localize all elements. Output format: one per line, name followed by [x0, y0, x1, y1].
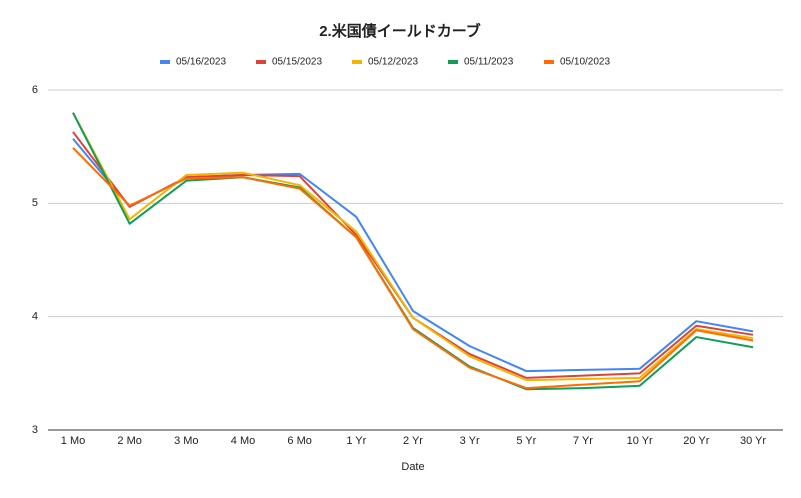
x-tick-label: 1 Yr [346, 435, 366, 447]
y-tick-label: 5 [32, 197, 38, 209]
x-tick-label: 3 Yr [460, 435, 480, 447]
x-tick-label: 30 Yr [740, 435, 766, 447]
y-tick-label: 4 [32, 311, 38, 323]
x-tick-label: 6 Mo [287, 435, 311, 447]
x-tick-label: 1 Mo [61, 435, 85, 447]
x-tick-label: 2 Yr [403, 435, 423, 447]
y-tick-label: 6 [32, 84, 38, 96]
series-line [72, 131, 754, 379]
legend-label: 05/12/2023 [368, 57, 418, 68]
legend-label: 05/15/2023 [272, 57, 322, 68]
x-tick-label: 5 Yr [516, 435, 536, 447]
x-axis-label: Date [401, 461, 424, 473]
x-tick-label: 3 Mo [174, 435, 198, 447]
series-line [72, 147, 754, 390]
x-tick-label: 2 Mo [117, 435, 141, 447]
series-line [72, 112, 754, 391]
x-tick-label: 20 Yr [683, 435, 709, 447]
x-tick-label: 10 Yr [627, 435, 653, 447]
legend-label: 05/11/2023 [464, 57, 514, 68]
series-line [72, 138, 754, 373]
series-line [72, 112, 754, 382]
chart-title: 2.米国債イールドカーブ [319, 22, 481, 40]
x-tick-label: 4 Mo [231, 435, 255, 447]
legend-label: 05/16/2023 [176, 57, 226, 68]
x-tick-label: 7 Yr [573, 435, 593, 447]
legend-label: 05/10/2023 [560, 57, 610, 68]
y-tick-label: 3 [32, 424, 38, 436]
